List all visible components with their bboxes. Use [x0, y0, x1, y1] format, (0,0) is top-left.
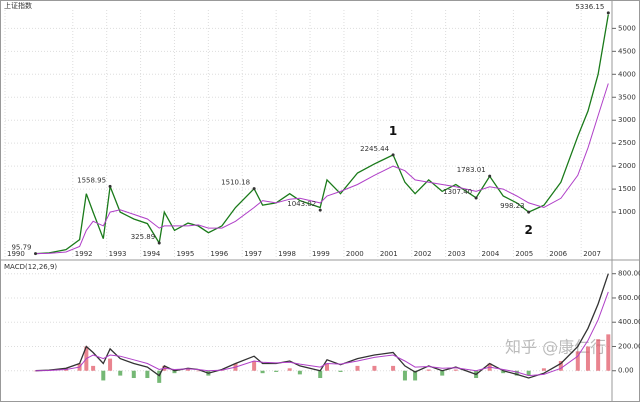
- macd-bar: [514, 370, 519, 376]
- macd-bar: [33, 370, 38, 372]
- annotation: 1: [389, 124, 397, 138]
- x-tick-label: 1994: [143, 250, 161, 258]
- x-tick-label: 2005: [515, 250, 533, 258]
- y-tick-label: 5000: [618, 24, 636, 32]
- x-tick-label: 1996: [210, 250, 228, 258]
- x-tick-label: 1999: [312, 250, 330, 258]
- x-tick-label: 1997: [244, 250, 262, 258]
- y-tick-label: 4500: [618, 47, 636, 55]
- macd-bar: [606, 334, 611, 371]
- macd-bar: [402, 370, 407, 381]
- macd-bar: [391, 365, 396, 371]
- peak-marker: [318, 208, 322, 212]
- macd-bar: [131, 370, 136, 379]
- macd-bar: [260, 370, 265, 374]
- peak-label: 1783.01: [457, 166, 486, 174]
- macd-bar: [541, 368, 546, 371]
- line: [35, 83, 609, 255]
- watermark: 知乎 @康仁行: [505, 338, 606, 357]
- y-tick-label: 400.00: [618, 318, 640, 326]
- macd-bar: [157, 370, 162, 383]
- macd-bar: [118, 370, 123, 376]
- y-tick-label: 0.00: [618, 367, 634, 375]
- peak-label: 1307.40: [443, 188, 472, 196]
- x-tick-label: 2007: [583, 250, 601, 258]
- macd-bar: [274, 370, 279, 372]
- y-tick-label: 3500: [618, 93, 636, 101]
- macd-bar: [252, 361, 257, 371]
- macd-bar: [287, 368, 292, 371]
- y-tick-label: 1500: [618, 185, 636, 193]
- macd-bar: [297, 370, 302, 375]
- peak-marker: [488, 174, 492, 178]
- peak-label: 1510.18: [221, 179, 250, 187]
- macd-bar: [186, 369, 191, 371]
- y-tick-label: 800.00: [618, 270, 640, 278]
- macd-bar: [413, 370, 418, 381]
- peak-marker: [252, 187, 256, 191]
- macd-bar: [91, 365, 96, 371]
- peak-marker: [34, 252, 38, 256]
- peak-label: 95.79: [11, 244, 31, 252]
- macd-bar: [596, 339, 601, 371]
- macd-bar: [145, 370, 150, 379]
- x-tick-label: 1992: [75, 250, 93, 258]
- x-tick-label: 2003: [448, 250, 466, 258]
- macd-bar: [372, 365, 377, 371]
- x-tick-label: 2004: [482, 250, 500, 258]
- y-tick-label: 2500: [618, 139, 636, 147]
- macd-bar: [108, 358, 113, 371]
- peak-marker: [108, 184, 112, 188]
- peak-label: 1558.95: [77, 176, 106, 184]
- peak-marker: [157, 241, 161, 245]
- macd-bar: [318, 370, 323, 379]
- line: [35, 14, 609, 255]
- macd-title: MACD(12,26,9): [4, 263, 57, 271]
- peak-label: 998.23: [500, 202, 525, 210]
- line: [35, 291, 609, 377]
- y-tick-label: 3000: [618, 116, 636, 124]
- peak-label: 5336.15: [575, 3, 604, 11]
- macd-bar: [501, 370, 506, 374]
- x-tick-label: 2001: [380, 250, 398, 258]
- x-tick-label: 1993: [109, 250, 127, 258]
- macd-bar: [101, 370, 106, 381]
- macd-bar: [453, 369, 458, 371]
- x-tick-label: 2006: [549, 250, 567, 258]
- peak-marker: [527, 210, 531, 214]
- macd-bar: [172, 370, 177, 374]
- peak-marker: [606, 11, 610, 15]
- y-tick-label: 2000: [618, 162, 636, 170]
- x-tick-label: 2000: [346, 250, 364, 258]
- x-tick-label: 1995: [176, 250, 194, 258]
- y-tick-label: 200.00: [618, 342, 640, 350]
- x-tick-label: 1998: [278, 250, 296, 258]
- macd-bar: [324, 363, 329, 371]
- macd-bar: [196, 370, 201, 372]
- y-tick-label: 4000: [618, 70, 636, 78]
- macd-bar: [426, 369, 431, 371]
- macd-bar: [585, 346, 590, 371]
- annotation: 2: [524, 223, 532, 237]
- x-tick-label: 1990: [7, 250, 25, 258]
- peak-marker: [391, 153, 395, 157]
- y-tick-label: 1000: [618, 208, 636, 216]
- macd-bar: [355, 365, 360, 371]
- macd-bar: [526, 370, 531, 376]
- peak-marker: [474, 196, 478, 200]
- macd-bar: [338, 370, 343, 372]
- macd-bar: [558, 361, 563, 371]
- header: 上证指数: [4, 1, 32, 10]
- macd-bar: [575, 351, 580, 371]
- peak-label: 325.89: [131, 233, 156, 241]
- x-tick-label: 2002: [414, 250, 432, 258]
- y-tick-label: 600.00: [618, 294, 640, 302]
- macd-bar: [440, 370, 445, 376]
- peak-label: 1043.02: [287, 200, 316, 208]
- peak-label: 2245.44: [360, 145, 389, 153]
